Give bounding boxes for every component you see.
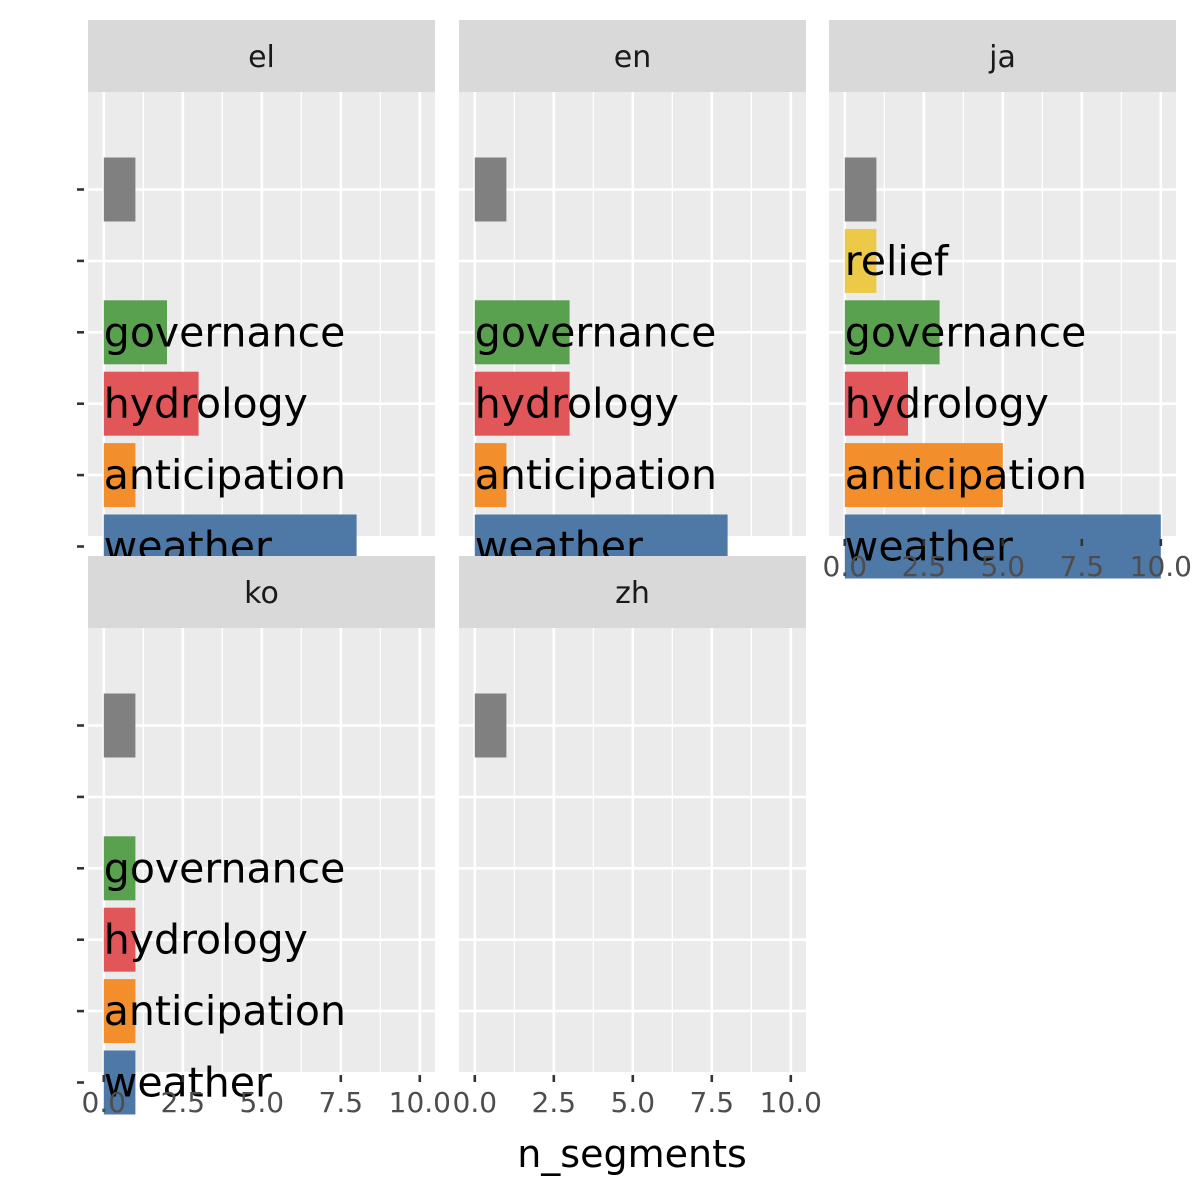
bar-unlabeled bbox=[103, 693, 136, 758]
bar-hydrology bbox=[844, 371, 908, 436]
bar-label: hydrology bbox=[104, 916, 308, 964]
bar-label: weather bbox=[845, 523, 1013, 571]
facet-strip bbox=[829, 20, 1176, 92]
bar-label: relief bbox=[845, 237, 950, 285]
facet-strip-label: zh bbox=[615, 576, 650, 611]
bar-anticipation bbox=[103, 979, 136, 1044]
facet-strip bbox=[459, 20, 806, 92]
bar-label: hydrology bbox=[104, 380, 308, 428]
bar-governance bbox=[474, 300, 570, 365]
bar-hydrology bbox=[474, 371, 570, 436]
bar-relief bbox=[844, 228, 877, 293]
bar-label: anticipation bbox=[845, 451, 1087, 499]
bar-label: anticipation bbox=[475, 451, 717, 499]
facet-panel-ko: ko weather anticipation hydrology governance… bbox=[77, 556, 451, 1119]
facet-strip-label: en bbox=[614, 40, 651, 75]
x-tick-label: 5.0 bbox=[240, 1086, 285, 1119]
facet-strip-label: ko bbox=[244, 576, 279, 611]
bar-label: hydrology bbox=[475, 380, 679, 428]
bar-label: anticipation bbox=[104, 451, 346, 499]
x-tick-label: 5.0 bbox=[611, 1086, 656, 1119]
x-tick-label: 2.5 bbox=[161, 1086, 206, 1119]
facet-strip bbox=[88, 20, 435, 92]
x-tick-label: 7.5 bbox=[690, 1086, 735, 1119]
bar-label: governance bbox=[845, 308, 1087, 356]
bar-anticipation bbox=[844, 443, 1003, 508]
bar-unlabeled bbox=[103, 157, 136, 222]
x-tick-label: 2.5 bbox=[902, 550, 947, 583]
x-tick-label: 10.0 bbox=[389, 1086, 451, 1119]
bar-label: weather bbox=[104, 1059, 272, 1107]
bar-label: governance bbox=[475, 308, 717, 356]
x-axis-title: n_segments bbox=[517, 1132, 747, 1176]
x-tick-label: 7.5 bbox=[319, 1086, 364, 1119]
facet-strip-label: el bbox=[248, 40, 275, 75]
x-tick-label: 0.0 bbox=[453, 1086, 498, 1119]
bar-unlabeled bbox=[844, 157, 877, 222]
bar-label: governance bbox=[104, 844, 346, 892]
x-tick-label: 2.5 bbox=[532, 1086, 577, 1119]
bar-governance bbox=[844, 300, 940, 365]
facet-strip-label: ja bbox=[988, 40, 1016, 75]
bar-anticipation bbox=[103, 443, 136, 508]
facet-panel-zh: zh 0.0 2.5 5.0 7.5 10.0 bbox=[453, 556, 822, 1119]
facet-strip bbox=[459, 556, 806, 628]
bar-label: anticipation bbox=[104, 987, 346, 1035]
x-tick-label: 10.0 bbox=[760, 1086, 822, 1119]
bar-weather bbox=[103, 1050, 136, 1115]
x-tick-label: 5.0 bbox=[981, 550, 1026, 583]
bar-anticipation bbox=[474, 443, 507, 508]
bar-hydrology bbox=[103, 371, 199, 436]
bar-label: hydrology bbox=[845, 380, 1049, 428]
x-tick-label: 7.5 bbox=[1060, 550, 1105, 583]
bar-unlabeled bbox=[474, 693, 507, 758]
x-tick-label: 0.0 bbox=[823, 550, 868, 583]
bar-governance bbox=[103, 836, 136, 901]
bar-label: governance bbox=[104, 308, 346, 356]
x-tick-label: 0.0 bbox=[82, 1086, 127, 1119]
x-tick-label: 10.0 bbox=[1130, 550, 1192, 583]
facet-strip bbox=[88, 556, 435, 628]
bar-governance bbox=[103, 300, 167, 365]
bar-weather bbox=[844, 514, 1161, 579]
bar-hydrology bbox=[103, 907, 136, 972]
facet-panel-ja: ja weather anticipation hydrology governance… bbox=[823, 20, 1192, 583]
bar-unlabeled bbox=[474, 157, 507, 222]
